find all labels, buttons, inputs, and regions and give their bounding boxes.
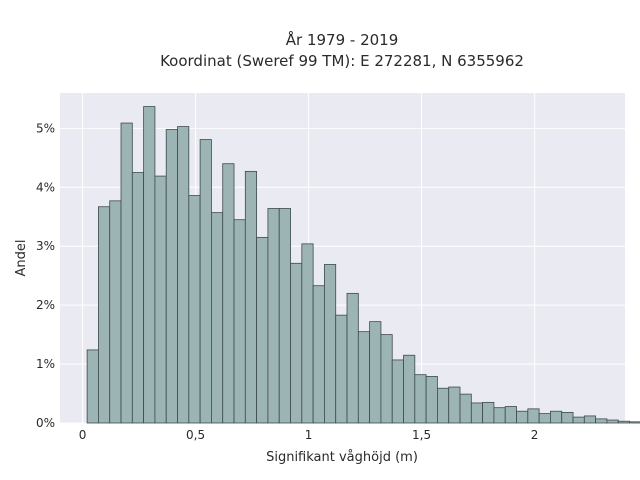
histogram-bar: [109, 200, 122, 424]
histogram-bar: [617, 420, 630, 424]
histogram-bar: [448, 386, 461, 424]
y-tick-label: 3%: [36, 239, 55, 253]
histogram-bar: [278, 208, 291, 424]
histogram-bar: [437, 387, 450, 424]
histogram-bar: [538, 413, 551, 424]
x-tick-label: 1,5: [412, 428, 431, 442]
y-tick-label: 2%: [36, 298, 55, 312]
chart-title-line-2: Koordinat (Sweref 99 TM): E 272281, N 63…: [160, 52, 524, 70]
histogram-bar: [459, 393, 472, 424]
histogram-bar: [211, 212, 224, 424]
histogram-bar: [290, 262, 303, 424]
histogram-bar: [188, 195, 201, 424]
histogram-bar: [425, 376, 438, 424]
histogram-bar: [414, 374, 427, 424]
y-axis-label: Andel: [14, 240, 29, 277]
x-axis-label: Signifikant våghöjd (m): [266, 450, 418, 465]
histogram-bar: [324, 264, 337, 424]
histogram-bar: [380, 334, 393, 424]
histogram-bar: [403, 354, 416, 424]
x-tick-label: 1: [305, 428, 313, 442]
histogram-bar: [177, 126, 190, 424]
histogram-bar: [516, 410, 529, 424]
histogram-bar: [199, 139, 212, 424]
histogram-bar: [131, 172, 145, 424]
histogram-bar: [143, 106, 156, 424]
x-tick-labels: 0 0,5 1 1,5 2: [79, 428, 539, 442]
histogram-bar: [369, 321, 382, 424]
histogram-bar: [165, 129, 178, 424]
histogram-bar: [312, 285, 325, 424]
histogram-bar: [482, 401, 495, 424]
histogram-bar: [572, 416, 585, 424]
y-tick-labels: 0% 1% 2% 3% 4% 5%: [36, 121, 55, 430]
y-tick-label: 5%: [36, 121, 55, 135]
histogram-bar: [629, 421, 640, 424]
histogram-bar: [595, 418, 608, 424]
y-tick-label: 0%: [36, 416, 55, 430]
histogram-bar: [606, 419, 619, 424]
histogram-bar: [98, 206, 111, 424]
histogram-bar: [561, 411, 574, 424]
histogram-bar: [335, 314, 348, 424]
chart-title-line-1: År 1979 - 2019: [286, 30, 399, 49]
histogram-bar: [154, 175, 167, 424]
histogram-bar: [357, 331, 371, 424]
histogram-bar: [493, 407, 506, 424]
x-tick-label: 0,5: [186, 428, 205, 442]
x-tick-label: 0: [79, 428, 87, 442]
histogram-bar: [267, 208, 280, 424]
histogram-bar: [583, 415, 597, 424]
histogram-bar: [527, 408, 540, 424]
y-tick-label: 1%: [36, 357, 55, 371]
histogram-bar: [222, 163, 235, 424]
histogram-bar: [470, 402, 484, 424]
histogram-bar: [120, 122, 133, 424]
histogram-bar: [256, 236, 269, 424]
x-tick-label: 2: [531, 428, 539, 442]
histogram-bar: [301, 243, 314, 424]
y-tick-label: 4%: [36, 180, 55, 194]
histogram-bar: [504, 406, 517, 424]
histogram-bar: [233, 219, 246, 424]
histogram-bar: [550, 410, 563, 424]
histogram-bars: [86, 106, 640, 424]
histogram-bar: [244, 170, 258, 424]
histogram-bar: [346, 292, 359, 424]
histogram-bar: [391, 359, 404, 424]
histogram-bar: [86, 349, 99, 424]
